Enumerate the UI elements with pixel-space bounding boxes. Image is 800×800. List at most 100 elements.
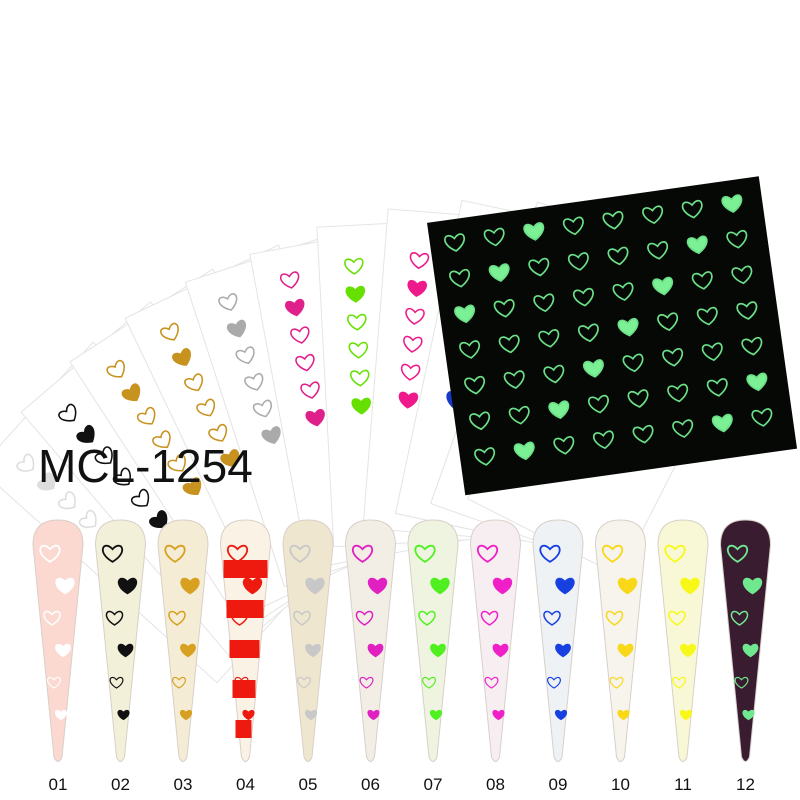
nail-heart [297,676,311,689]
sheet-heart [300,381,320,399]
sheet-heart [235,346,255,365]
nail-heart [742,709,755,721]
nail-heart [355,610,374,626]
nail-heart [242,643,259,658]
sheet-heart [498,334,520,354]
nail-heart [101,544,124,563]
nail-heart [617,709,630,721]
nail-heart [476,544,499,563]
sheet-heart [398,391,419,409]
sheet-heart [593,430,614,450]
sheet-heart [347,313,367,331]
sheet-heart [218,293,238,311]
nail-heart [742,577,763,595]
sheet-heart [731,265,753,285]
sheet-heart [405,307,425,325]
sheet-heart [701,342,723,362]
nail-heart [55,643,71,658]
sheet-heart [528,257,550,277]
sheet-heart [681,199,703,219]
sheet-heart [454,304,476,324]
sheet-heart [57,491,76,510]
sheet-heart [208,423,228,442]
sheet-heart [184,373,204,392]
sheet-heart [290,326,310,344]
nail-heart [430,577,450,595]
nail-heart [180,577,200,595]
sheet-heart [444,233,466,252]
sheet-heart [58,403,77,422]
nail-heart [55,577,75,595]
nail-heart [305,643,321,658]
nail-heart [734,676,749,689]
nail-heart [242,577,263,595]
nail-heart [117,643,134,658]
nail-heart [492,643,509,658]
sheet-heart [464,375,486,395]
sheet-heart [348,341,368,359]
nail-heart [555,577,575,595]
nail-heart [414,544,436,563]
sheet-heart [94,446,113,465]
nail-label: 04 [236,775,255,794]
nail-label: 05 [299,775,318,794]
nail-heart [679,709,693,721]
sheet-heart [533,293,555,313]
nail-heart [293,610,311,626]
sheet-heart [350,369,370,387]
nail-label: 02 [111,775,130,794]
sheet-heart [602,211,624,230]
nail-heart [668,610,686,626]
nail-heart [605,610,624,626]
nail-heart [179,709,193,721]
sheet-heart [131,488,150,507]
sheet-heart [400,363,421,381]
nail-heart [543,610,561,626]
nail-heart [359,676,374,689]
nail-heart [230,610,249,626]
sheet-paper [427,176,798,496]
sheet-heart [493,299,515,318]
nail-heart [617,643,634,658]
nail-label: 06 [361,775,380,794]
sheet-heart [543,364,565,384]
labels: 01 02 03 04 05 06 07 08 09 10 11 12 [49,775,755,794]
sheet-heart [449,268,471,288]
nail-heart [664,544,686,563]
sheet-heart [647,241,669,260]
sheet-heart [553,436,575,455]
nail-heart [609,676,624,689]
sheet-heart [160,322,179,341]
sheet-heart [244,373,264,391]
sheet-heart [751,408,773,427]
sheet-heart [136,406,156,425]
nail-heart [168,610,186,626]
nail-heart [43,610,61,626]
nail-stripe [232,680,256,698]
nail-heart [305,577,325,595]
sheet-heart [474,447,496,466]
sheet-heart [16,453,35,472]
nail-heart [554,709,568,721]
sheet-heart [196,398,216,417]
sheet-heart [488,263,510,282]
nail-heart [367,643,384,658]
sheet-heart [407,279,427,298]
sheet-heart [523,222,545,241]
sheet-heart [587,394,609,414]
sheet-heart [106,359,125,378]
sheet-heart [617,317,639,337]
nail-heart [105,610,124,626]
nail-heart [351,544,374,563]
sheet-heart [696,306,718,326]
nail-label: 01 [49,775,68,794]
product-code: MCL-1254 [38,440,253,492]
nail-heart [422,676,436,689]
sheet-heart [672,419,694,438]
nail-heart [54,709,68,721]
sheet-heart [721,194,743,213]
nail-label: 10 [611,775,630,794]
nail-heart [367,577,388,595]
sheet-heart [295,353,315,372]
nail-heart [547,676,561,689]
